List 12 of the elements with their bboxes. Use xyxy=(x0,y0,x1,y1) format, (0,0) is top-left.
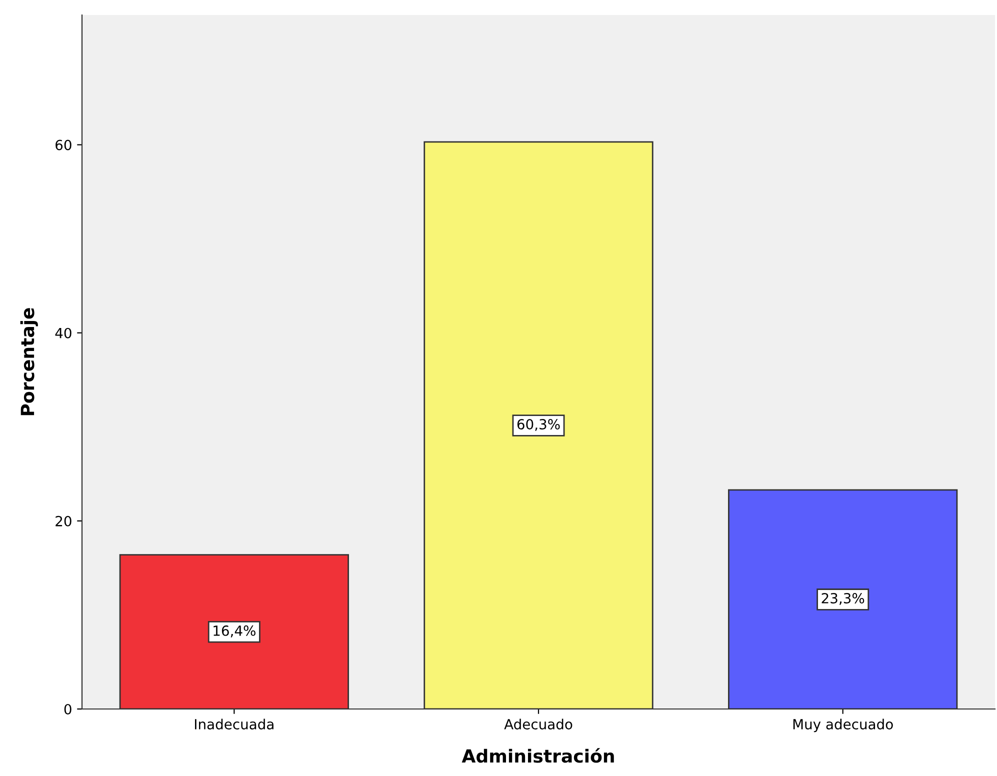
y-tick-label: 0 xyxy=(64,704,72,714)
y-tick-label: 60 xyxy=(56,140,72,150)
x-axis-title: Administración xyxy=(462,748,614,763)
x-tick-label: Adecuado xyxy=(504,718,572,730)
y-axis-title: Porcentaje xyxy=(20,308,38,416)
y-tick-label: 40 xyxy=(55,328,72,338)
data-label: 23,3% xyxy=(822,592,864,605)
x-tick-label: Muy adecuado xyxy=(793,718,893,732)
y-tick-label: 20 xyxy=(56,516,72,526)
data-label: 16,4% xyxy=(214,625,256,638)
data-label: 60,3% xyxy=(517,419,560,431)
x-tick-label: Inadecuada xyxy=(195,718,274,730)
